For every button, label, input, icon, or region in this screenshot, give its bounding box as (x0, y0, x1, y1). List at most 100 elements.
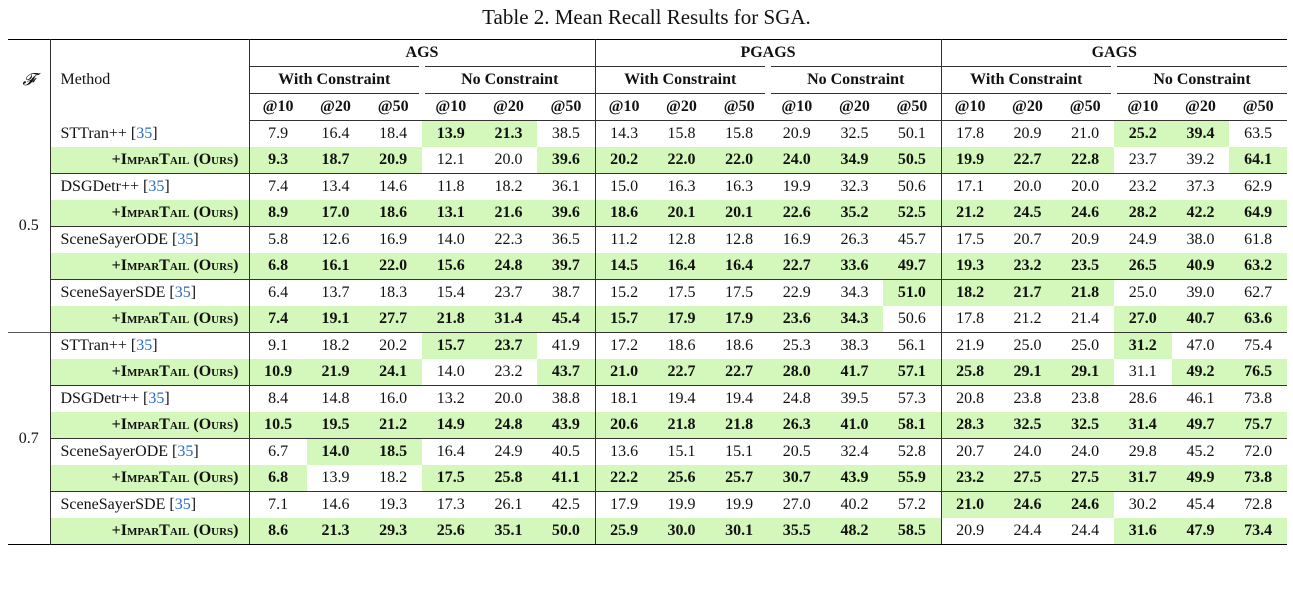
citation: [35] (172, 443, 199, 460)
k-header: @10 (941, 93, 999, 121)
ours-label: +ImparTail (Ours) (111, 522, 239, 539)
metric-value: 20.0 (1071, 178, 1100, 195)
ours-row: +ImparTail (Ours) 8.6 21.3 29.3 25.6 35.1 50.0… (8, 518, 1287, 545)
metric-value: 56.1 (883, 332, 942, 359)
ours-method-name: +ImparTail (Ours) (50, 359, 250, 386)
k-header: @50 (537, 93, 596, 121)
method-label: SceneSayerSDE (60, 496, 166, 513)
metric-value: 12.8 (667, 231, 696, 248)
metric-value: 55.9 (883, 465, 942, 492)
ours-row: +ImparTail (Ours) 10.5 19.5 21.2 14.9 24.8 43.… (8, 412, 1287, 439)
metric-value: 47.0 (1171, 332, 1230, 359)
metric-value: 20.0 (479, 147, 538, 174)
metric-value: 30.7 (767, 465, 826, 492)
metric-value: 36.1 (537, 173, 596, 200)
metric-value: 47.9 (1171, 518, 1230, 545)
metric-value: 46.1 (1186, 390, 1215, 407)
citation-open: [ (142, 390, 149, 407)
f-header: 𝓕 (8, 39, 51, 121)
metric-value: 17.8 (941, 306, 999, 333)
metric-value: 49.2 (1171, 359, 1230, 386)
citation-ref: 35 (174, 496, 191, 513)
metric-value: 19.4 (725, 390, 754, 407)
metric-value: 6.7 (268, 443, 289, 460)
metric-value: 17.9 (710, 306, 768, 333)
metric-value: 17.5 (667, 284, 696, 301)
metric-value: 19.3 (941, 253, 999, 280)
metric-value: 21.0 (595, 359, 653, 386)
metric-value: 29.1 (998, 359, 1057, 386)
metric-value: 39.6 (537, 147, 596, 174)
metric-value: 41.0 (825, 412, 884, 439)
metric-value: 32.4 (840, 443, 869, 460)
metric-value: 23.2 (998, 253, 1057, 280)
metric-value: 40.2 (840, 496, 869, 513)
metric-value: 10.9 (249, 359, 307, 386)
metric-value: 35.1 (479, 518, 538, 545)
metric-value: 25.3 (767, 332, 826, 359)
metric-value: 15.1 (725, 443, 754, 460)
metric-value: 18.6 (710, 332, 768, 359)
metric-value: 6.8 (249, 465, 307, 492)
metric-value: 24.9 (1128, 231, 1157, 248)
metric-value: 14.0 (421, 359, 480, 386)
method-label: DSGDetr++ (60, 390, 139, 407)
metric-value: 20.6 (595, 412, 653, 439)
metric-value: 15.8 (667, 125, 696, 142)
citation-open: [ (169, 284, 175, 301)
metric-value: 39.2 (1171, 147, 1230, 174)
metric-value: 7.1 (268, 496, 289, 513)
metric-value: 52.8 (883, 438, 942, 465)
citation-close: ] (190, 496, 197, 513)
metric-value: 42.5 (537, 491, 596, 518)
metric-value: 45.4 (1186, 496, 1215, 513)
ours-row: +ImparTail (Ours) 10.9 21.9 24.1 14.0 23.2 43.… (8, 359, 1287, 386)
metric-value: 22.9 (782, 284, 811, 301)
metric-value: 29.1 (1056, 359, 1114, 386)
metric-value: 26.1 (494, 496, 523, 513)
citation-close: ] (152, 337, 158, 354)
metric-value: 21.3 (479, 120, 538, 147)
metric-value: 24.8 (782, 390, 811, 407)
metric-value: 43.7 (537, 359, 596, 386)
metric-value: 15.2 (610, 284, 639, 301)
metric-value: 57.3 (883, 385, 942, 412)
metric-value: 13.4 (321, 178, 350, 195)
metric-value: 21.8 (1056, 279, 1114, 306)
metric-value: 17.9 (652, 306, 711, 333)
metric-value: 12.6 (321, 231, 350, 248)
ours-row: +ImparTail (Ours) 7.4 19.1 27.7 21.8 31.4 45.4… (8, 306, 1287, 333)
ours-method-name: +ImparTail (Ours) (50, 412, 250, 439)
group-header: AGS (249, 39, 596, 67)
metric-value: 23.7 (479, 332, 538, 359)
metric-value: 25.0 (1056, 332, 1114, 359)
citation: [35] (169, 284, 196, 301)
metric-value: 18.4 (379, 125, 408, 142)
k-header: @20 (825, 93, 884, 121)
metric-value: 17.8 (956, 125, 985, 142)
baseline-row: SceneSayerSDE [35] 7.1 14.6 19.3 17.3 26.1 42.… (8, 491, 1287, 518)
k-header: @10 (1113, 93, 1172, 121)
metric-value: 22.0 (652, 147, 711, 174)
citation: [35] (169, 496, 196, 513)
subgroup-header: No Constraint (418, 66, 596, 94)
metric-value: 16.3 (725, 178, 754, 195)
k-header: @10 (595, 93, 653, 121)
metric-value: 23.8 (1013, 390, 1042, 407)
subgroup-header: With Constraint (941, 66, 1117, 94)
metric-value: 50.0 (537, 518, 596, 545)
citation-open: [ (172, 231, 178, 248)
ours-label: +ImparTail (Ours) (111, 310, 239, 327)
citation: [35] (131, 337, 158, 354)
citation: [35] (143, 178, 170, 195)
metric-value: 49.7 (883, 253, 942, 280)
metric-value: 20.5 (782, 443, 811, 460)
baseline-row: SceneSayerODE [35] 5.8 12.6 16.9 14.0 22.3 36.… (8, 226, 1287, 253)
ours-label: +ImparTail (Ours) (111, 151, 239, 168)
metric-value: 16.4 (321, 125, 350, 142)
metric-value: 22.0 (710, 147, 768, 174)
metric-value: 11.2 (610, 231, 638, 248)
ours-row: +ImparTail (Ours) 9.3 18.7 20.9 12.1 20.0 39.6… (8, 147, 1287, 174)
metric-value: 30.0 (652, 518, 711, 545)
metric-value: 50.1 (883, 120, 942, 147)
